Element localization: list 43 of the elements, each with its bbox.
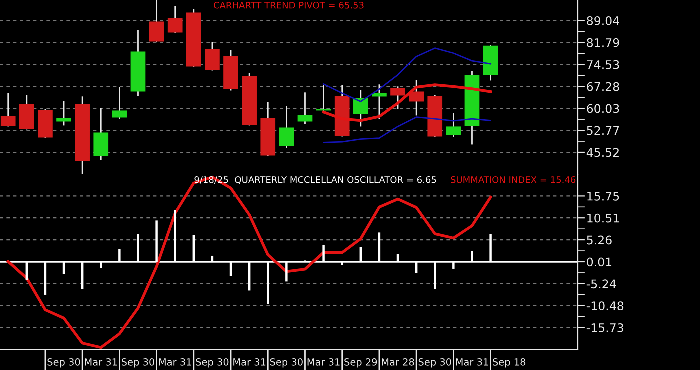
y-tick-label: 60.03 <box>587 104 620 114</box>
x-tick-label: Mar 31 <box>159 358 192 366</box>
y-tick-label: 89.04 <box>587 16 620 26</box>
x-tick-label: Mar 28 <box>382 358 414 366</box>
candlestick <box>205 42 220 71</box>
candlestick <box>390 86 406 110</box>
y-tick-label: -5.24 <box>586 280 616 289</box>
text: CARHARTT TREND PIVOT = 65.53 <box>214 2 364 9</box>
x-tick-label: Sep 30 <box>122 358 154 368</box>
x-tick-label: Mar 31 <box>85 358 118 366</box>
x-tick-label: Mar 31 <box>456 358 488 366</box>
candlestick <box>0 93 16 127</box>
x-tick-label: Mar 31 <box>308 358 340 366</box>
x-tick-label: Sep 18 <box>493 358 526 368</box>
y-tick-label: 15.75 <box>588 192 620 201</box>
y-tick-label: 52.77 <box>587 126 620 136</box>
candlestick <box>446 113 462 138</box>
y-tick-label: 10.51 <box>588 214 620 223</box>
x-tick-label: Sep 30 <box>418 358 452 368</box>
y-tick-label: -10.48 <box>586 302 624 311</box>
y-tick-label: 0.01 <box>587 258 612 267</box>
x-tick-label: Sep 30 <box>48 358 80 368</box>
candlestick <box>112 87 128 120</box>
y-tick-label: 74.53 <box>587 60 620 70</box>
line-series <box>323 116 492 144</box>
line-series <box>322 84 492 122</box>
candlestick <box>279 106 294 148</box>
text: SUMMATION INDEX = 15.46 <box>451 176 576 184</box>
candlestick <box>149 0 164 42</box>
y-tick-label: 5.26 <box>587 236 612 245</box>
candlestick <box>94 108 109 160</box>
x-tick-label: Sep 30 <box>270 358 303 368</box>
x-tick-label: Mar 31 <box>234 358 266 366</box>
y-tick-label: 67.28 <box>587 82 620 92</box>
x-tick-label: Sep 29 <box>344 358 378 368</box>
y-tick-label: 81.79 <box>587 38 620 48</box>
x-tick-label: Sep 30 <box>196 358 229 368</box>
candlestick <box>409 80 424 116</box>
y-tick-label: 45.52 <box>586 148 619 158</box>
candlestick <box>353 90 368 127</box>
candlestick <box>298 92 313 124</box>
candlestick <box>168 6 183 34</box>
y-tick-label: -15.73 <box>586 324 624 332</box>
